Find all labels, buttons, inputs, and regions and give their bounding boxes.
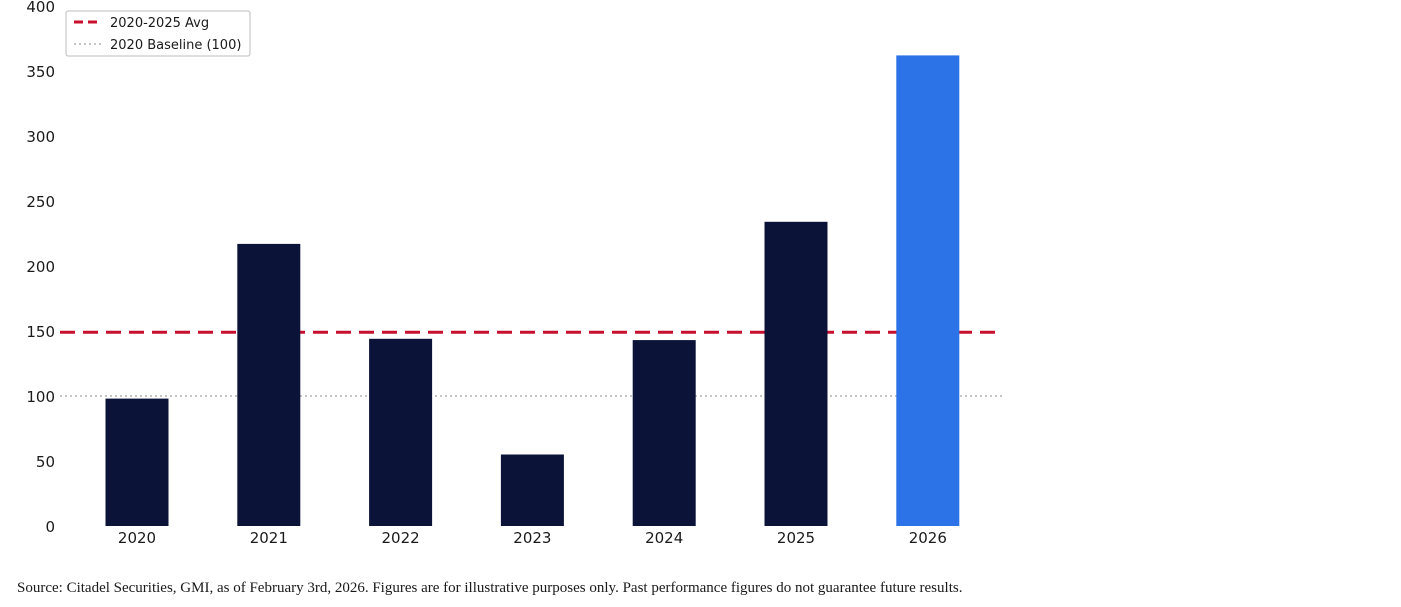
reference-lines (60, 330, 1003, 397)
x-tick-label: 2021 (250, 529, 288, 547)
y-tick-label: 100 (26, 388, 55, 406)
y-tick-label: 150 (26, 323, 55, 341)
x-tick-label: 2023 (513, 529, 551, 547)
legend: 2020-2025 Avg 2020 Baseline (100) (65, 10, 251, 57)
legend-label-baseline: 2020 Baseline (100) (110, 38, 241, 53)
x-axis-ticks: 2020 2021 2022 2023 2024 2025 2026 (118, 529, 947, 547)
y-tick-label: 250 (26, 193, 55, 211)
bar-2021 (237, 243, 301, 526)
legend-box (65, 10, 251, 57)
legend-label-avg: 2020-2025 Avg (110, 16, 209, 31)
y-axis-ticks: 0 50 100 150 200 250 300 350 400 (26, 0, 55, 536)
bar-2024 (632, 340, 696, 526)
bar-2023 (500, 454, 564, 526)
y-tick-label: 50 (36, 453, 55, 471)
bar-2022 (369, 338, 433, 526)
x-tick-label: 2024 (645, 529, 683, 547)
y-tick-label: 300 (26, 128, 55, 146)
x-tick-label: 2022 (382, 529, 420, 547)
y-tick-label: 0 (45, 518, 55, 536)
bars (105, 55, 960, 527)
x-tick-label: 2025 (777, 529, 815, 547)
bar-2020 (105, 398, 169, 526)
y-tick-label: 400 (26, 0, 55, 16)
y-tick-label: 200 (26, 258, 55, 276)
x-tick-label: 2026 (909, 529, 947, 547)
bar-2026 (896, 55, 960, 527)
x-tick-label: 2020 (118, 529, 156, 547)
bar-2025 (764, 221, 828, 527)
y-tick-label: 350 (26, 63, 55, 81)
source-note: Source: Citadel Securities, GMI, as of F… (17, 580, 963, 596)
